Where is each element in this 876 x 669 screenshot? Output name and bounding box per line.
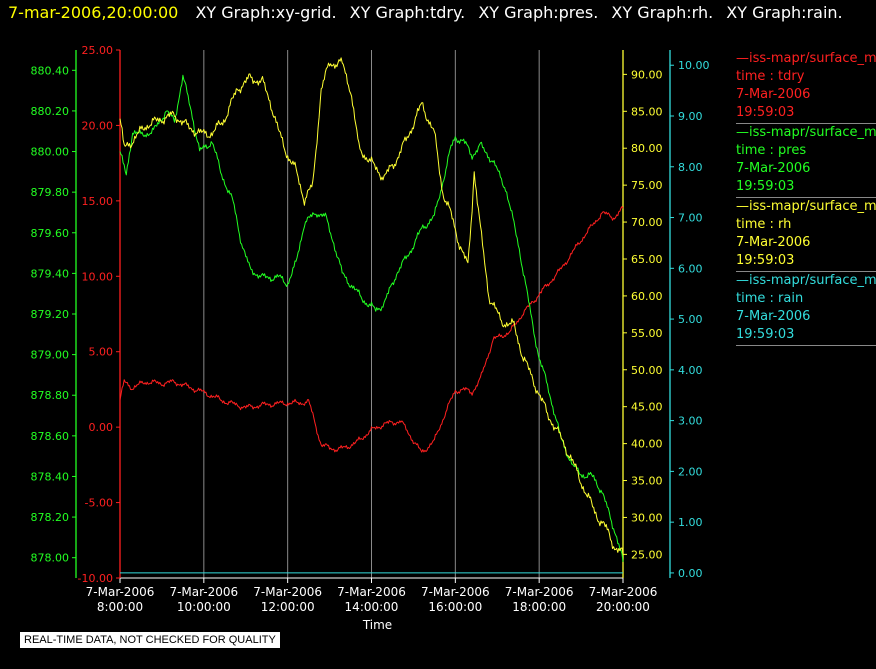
x-tick-time: 10:00:00 [177, 600, 231, 614]
y-tick-label-pres: 878.60 [31, 430, 70, 443]
y-tick-label-rh: 80.00 [631, 142, 663, 155]
y-tick-label-pres: 879.80 [31, 186, 70, 199]
y-tick-label-rh: 60.00 [631, 290, 663, 303]
y-tick-label-pres: 879.40 [31, 267, 70, 280]
legend-entry-rain[interactable]: —iss-mapr/surface_m time : rain 7-Mar-20… [736, 272, 876, 346]
y-tick-label-tdry: 10.00 [82, 270, 114, 283]
y-tick-label-rain: 0.00 [678, 567, 703, 580]
x-axis-label: Time [362, 618, 392, 632]
x-tick-date: 7-Mar-2006 [421, 585, 490, 599]
x-tick-time: 16:00:00 [428, 600, 482, 614]
graph-label-tdry: XY Graph:tdry. [349, 3, 466, 22]
y-tick-label-rain: 6.00 [678, 262, 703, 275]
legend-entry-rh[interactable]: —iss-mapr/surface_m time : rh 7-Mar-2006… [736, 198, 876, 272]
y-tick-label-tdry: 0.00 [89, 421, 114, 434]
y-tick-label-rain: 4.00 [678, 364, 703, 377]
legend-variable: time : rain [736, 291, 804, 306]
y-tick-label-rh: 85.00 [631, 105, 663, 118]
series-line-pres [119, 74, 624, 562]
y-tick-label-rh: 90.00 [631, 68, 663, 81]
legend-date: 7-Mar-2006 [736, 235, 811, 250]
y-tick-label-rh: 30.00 [631, 511, 663, 524]
legend-entry-tdry[interactable]: —iss-mapr/surface_m time : tdry 7-Mar-20… [736, 50, 876, 124]
x-tick-date: 7-Mar-2006 [86, 585, 155, 599]
x-tick-time: 12:00:00 [261, 600, 315, 614]
x-tick-time: 14:00:00 [345, 600, 399, 614]
legend-variable: time : pres [736, 143, 807, 158]
y-tick-label-rh: 65.00 [631, 253, 663, 266]
quality-disclaimer: REAL-TIME DATA, NOT CHECKED FOR QUALITY [20, 632, 280, 648]
y-tick-label-rain: 3.00 [678, 415, 703, 428]
y-tick-label-tdry: 20.00 [82, 119, 114, 132]
x-tick-date: 7-Mar-2006 [505, 585, 574, 599]
y-tick-label-rh: 50.00 [631, 364, 663, 377]
x-tick-date: 7-Mar-2006 [253, 585, 322, 599]
y-tick-label-rh: 55.00 [631, 327, 663, 340]
y-tick-label-rain: 7.00 [678, 212, 703, 225]
series-line-tdry [119, 206, 624, 453]
legend-variable: time : rh [736, 217, 792, 232]
y-tick-label-rh: 45.00 [631, 401, 663, 414]
y-tick-label-pres: 880.20 [31, 105, 70, 118]
y-tick-label-tdry: 5.00 [89, 346, 114, 359]
graph-label-rh: XY Graph:rh. [611, 3, 714, 22]
legend-time: 19:59:03 [736, 105, 795, 120]
y-tick-label-pres: 880.00 [31, 146, 70, 159]
y-tick-label-pres: 878.20 [31, 511, 70, 524]
x-tick-time: 8:00:00 [97, 600, 143, 614]
y-tick-label-pres: 878.00 [31, 552, 70, 565]
x-tick-date: 7-Mar-2006 [169, 585, 238, 599]
timestamp-label: 7-mar-2006,20:00:00 [8, 3, 179, 22]
legend-series-line: —iss-mapr/surface_m [736, 125, 876, 140]
x-tick-date: 7-Mar-2006 [589, 585, 658, 599]
y-tick-label-pres: 879.00 [31, 349, 70, 362]
series-line-rh [119, 57, 624, 555]
legend-date: 7-Mar-2006 [736, 87, 811, 102]
legend-series-line: —iss-mapr/surface_m [736, 51, 876, 66]
graph-label-pres: XY Graph:pres. [478, 3, 599, 22]
y-tick-label-rain: 8.00 [678, 161, 703, 174]
legend-variable: time : tdry [736, 69, 805, 84]
legend-entry-pres[interactable]: —iss-mapr/surface_m time : pres 7-Mar-20… [736, 124, 876, 198]
y-tick-label-pres: 878.40 [31, 470, 70, 483]
y-tick-label-tdry: -10.00 [78, 572, 113, 585]
legend: —iss-mapr/surface_m time : tdry 7-Mar-20… [736, 50, 876, 346]
x-tick-time: 20:00:00 [596, 600, 650, 614]
y-tick-label-rh: 25.00 [631, 548, 663, 561]
y-tick-label-pres: 879.60 [31, 227, 70, 240]
legend-time: 19:59:03 [736, 253, 795, 268]
legend-date: 7-Mar-2006 [736, 161, 811, 176]
y-tick-label-tdry: 15.00 [82, 195, 114, 208]
y-tick-label-rh: 35.00 [631, 475, 663, 488]
y-tick-label-rain: 5.00 [678, 313, 703, 326]
legend-series-line: —iss-mapr/surface_m [736, 273, 876, 288]
legend-date: 7-Mar-2006 [736, 309, 811, 324]
graph-label-rain: XY Graph:rain. [726, 3, 843, 22]
y-tick-label-pres: 879.20 [31, 308, 70, 321]
y-tick-label-rain: 9.00 [678, 110, 703, 123]
y-tick-label-tdry: -5.00 [85, 497, 113, 510]
x-tick-time: 18:00:00 [512, 600, 566, 614]
y-tick-label-rh: 40.00 [631, 438, 663, 451]
y-tick-label-rain: 2.00 [678, 465, 703, 478]
x-tick-date: 7-Mar-2006 [337, 585, 406, 599]
y-tick-label-pres: 880.40 [31, 64, 70, 77]
legend-series-line: —iss-mapr/surface_m [736, 199, 876, 214]
y-tick-label-rain: 1.00 [678, 516, 703, 529]
y-tick-label-tdry: 25.00 [82, 44, 114, 57]
graph-label-xy-grid: XY Graph:xy-grid. [195, 3, 337, 22]
y-tick-label-rain: 10.00 [678, 59, 710, 72]
legend-time: 19:59:03 [736, 179, 795, 194]
legend-time: 19:59:03 [736, 327, 795, 342]
y-tick-label-rh: 70.00 [631, 216, 663, 229]
y-tick-label-pres: 878.80 [31, 389, 70, 402]
chart-title-bar: 7-mar-2006,20:00:00 XY Graph:xy-grid. XY… [8, 3, 843, 22]
y-tick-label-rh: 75.00 [631, 179, 663, 192]
